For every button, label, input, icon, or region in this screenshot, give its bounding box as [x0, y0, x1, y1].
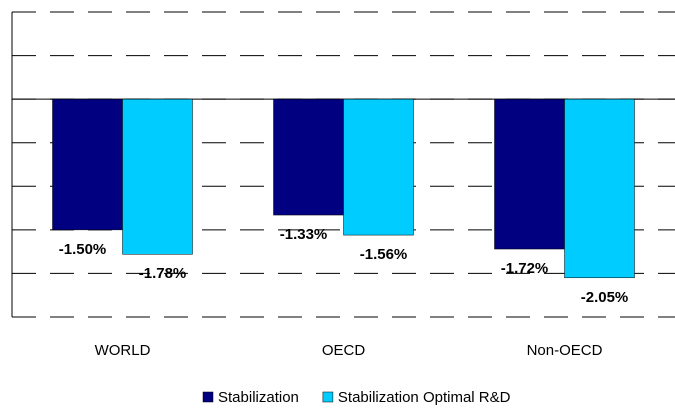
x-tick-label: OECD: [322, 342, 366, 359]
value-label: -1.72%: [501, 260, 549, 277]
x-tick-label: WORLD: [95, 342, 151, 359]
bar: [494, 98, 565, 250]
legend-label: Stabilization Optimal R&D: [338, 389, 511, 406]
bar: [52, 98, 123, 231]
legend-swatch: [202, 391, 214, 403]
value-label: -1.78%: [139, 265, 187, 282]
value-label: -2.05%: [581, 289, 629, 306]
legend-swatch: [322, 391, 334, 403]
bar: [343, 98, 414, 236]
legend-label: Stabilization: [218, 389, 299, 406]
value-label: -1.33%: [280, 226, 328, 243]
x-tick-label: Non-OECD: [527, 342, 603, 359]
bar: [122, 98, 193, 255]
bar: [564, 98, 635, 279]
value-label: -1.56%: [360, 246, 408, 263]
bar: [273, 98, 344, 216]
value-label: -1.50%: [59, 241, 107, 258]
